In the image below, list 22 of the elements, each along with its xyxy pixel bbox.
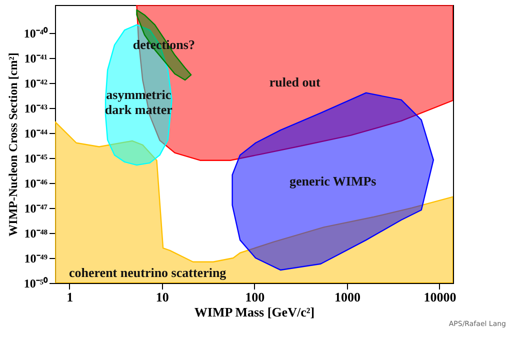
series-label: coherent neutrino scattering bbox=[69, 265, 227, 280]
x-axis-title: WIMP Mass [GeV/c²] bbox=[194, 304, 315, 320]
y-tick-label: 10⁻⁴⁰ bbox=[24, 26, 48, 40]
series-label: detections? bbox=[132, 36, 195, 52]
y-tick-label: 10⁻⁵⁰ bbox=[24, 276, 48, 290]
y-axis-title: WIMP-Nucleon Cross Section [cm²] bbox=[6, 52, 20, 236]
series-label: ruled out bbox=[269, 74, 321, 90]
y-tick-label: 10⁻⁴⁴ bbox=[24, 126, 48, 140]
y-tick-label: 10⁻⁴⁵ bbox=[24, 151, 48, 166]
x-tick-label: 10 bbox=[156, 290, 169, 304]
y-tick-label: 10⁻⁴³ bbox=[24, 101, 48, 116]
y-tick-label: 10⁻⁴¹ bbox=[24, 51, 48, 66]
x-tick-label: 1 bbox=[66, 290, 74, 304]
y-tick-label: 10⁻⁴⁹ bbox=[24, 251, 48, 266]
y-tick-label: 10⁻⁴⁶ bbox=[24, 176, 48, 190]
x-tick-label: 100 bbox=[245, 290, 265, 304]
y-tick-label: 10⁻⁴⁸ bbox=[24, 226, 48, 240]
y-tick-label: 10⁻⁴⁷ bbox=[24, 201, 48, 216]
series-label: generic WIMPs bbox=[289, 173, 376, 188]
x-tick-label: 1000 bbox=[334, 290, 360, 304]
y-tick-label: 10⁻⁴² bbox=[24, 76, 48, 90]
x-tick-label: 10000 bbox=[424, 290, 456, 304]
